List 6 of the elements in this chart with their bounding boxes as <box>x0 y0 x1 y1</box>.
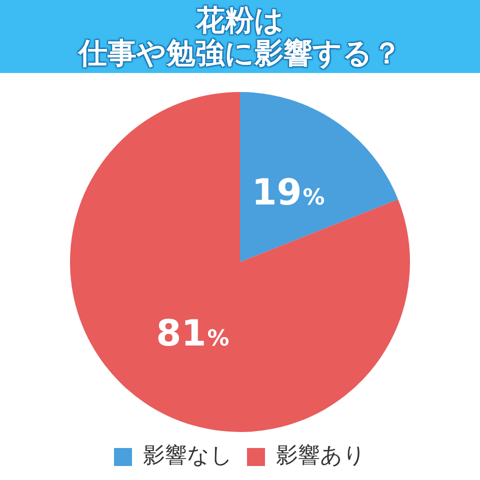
chart-subtitle: 仕事や勉強に影響する？ <box>76 36 402 70</box>
legend-label: 影響あり <box>276 444 366 469</box>
data-label: 19% <box>252 172 325 214</box>
data-label: 81% <box>156 313 230 354</box>
legend-label: 影響なし <box>143 444 233 469</box>
chart-title: 花粉は <box>194 3 284 37</box>
